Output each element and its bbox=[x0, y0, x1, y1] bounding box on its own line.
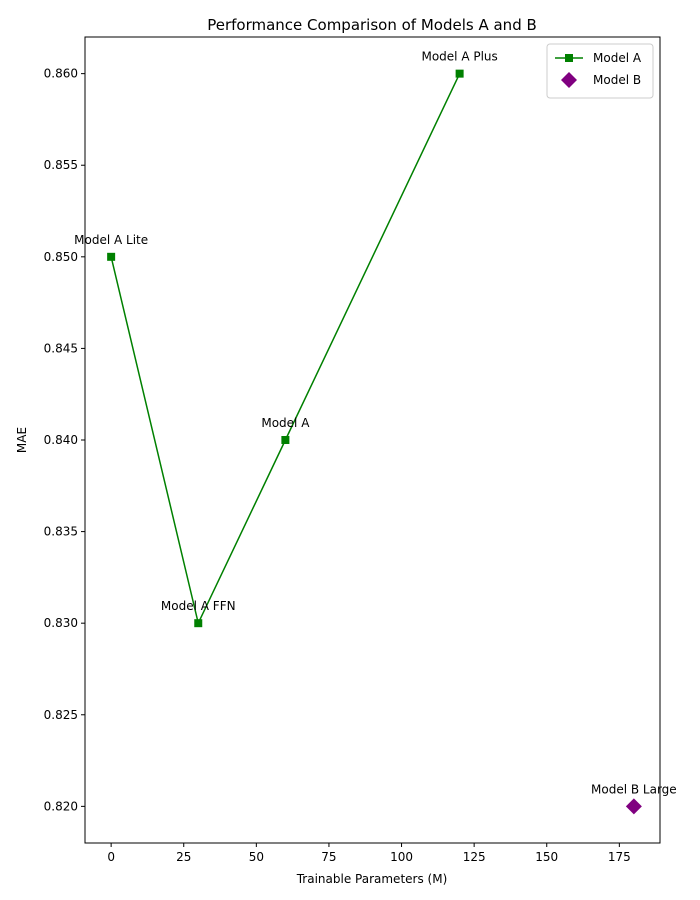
legend-label: Model A bbox=[593, 51, 642, 65]
x-axis-title: Trainable Parameters (M) bbox=[296, 872, 448, 886]
data-point bbox=[107, 252, 116, 261]
x-tick-label: 0 bbox=[107, 850, 115, 864]
point-label: Model A Plus bbox=[421, 50, 497, 64]
series-line bbox=[110, 73, 461, 626]
legend-marker bbox=[561, 72, 577, 88]
x-tick-label: 25 bbox=[176, 850, 191, 864]
point-label: Model A FFN bbox=[161, 599, 236, 613]
x-tick-label: 50 bbox=[249, 850, 264, 864]
point-label: Model A Lite bbox=[74, 233, 148, 247]
data-point bbox=[281, 436, 290, 444]
plot-frame bbox=[84, 36, 661, 844]
point-label: Model A bbox=[261, 416, 310, 430]
y-tick-label: 0.825 bbox=[44, 708, 78, 722]
y-tick-label: 0.830 bbox=[44, 616, 78, 630]
y-tick-label: 0.845 bbox=[44, 341, 78, 355]
data-point bbox=[625, 798, 642, 815]
y-tick-label: 0.860 bbox=[44, 67, 78, 81]
y-axis-title: MAE bbox=[15, 427, 29, 453]
y-tick-label: 0.840 bbox=[44, 433, 78, 447]
legend: Model A Model B bbox=[546, 43, 654, 99]
plot-area: Model A Lite Model A FFN Model A Model A Pl… bbox=[74, 50, 677, 815]
x-tick-label: 100 bbox=[390, 850, 413, 864]
data-point bbox=[455, 69, 464, 78]
x-tick-label: 125 bbox=[463, 850, 486, 864]
x-axis: 0 25 50 75 100 125 150 175 bbox=[107, 843, 631, 864]
data-point bbox=[194, 619, 203, 628]
legend-marker bbox=[565, 54, 573, 62]
point-label: Model B Large bbox=[591, 782, 677, 796]
y-tick-label: 0.850 bbox=[44, 250, 78, 264]
x-tick-label: 150 bbox=[535, 850, 558, 864]
x-tick-label: 75 bbox=[321, 850, 336, 864]
chart-title: Performance Comparison of Models A and B bbox=[207, 16, 537, 34]
y-tick-label: 0.820 bbox=[44, 799, 78, 813]
legend-label: Model B bbox=[593, 73, 641, 87]
y-axis: 0.820 0.825 0.830 0.835 0.840 0.845 0.850 0.855… bbox=[44, 67, 85, 813]
x-tick-label: 175 bbox=[608, 850, 631, 864]
y-tick-label: 0.855 bbox=[44, 158, 78, 172]
y-tick-label: 0.835 bbox=[44, 525, 78, 539]
